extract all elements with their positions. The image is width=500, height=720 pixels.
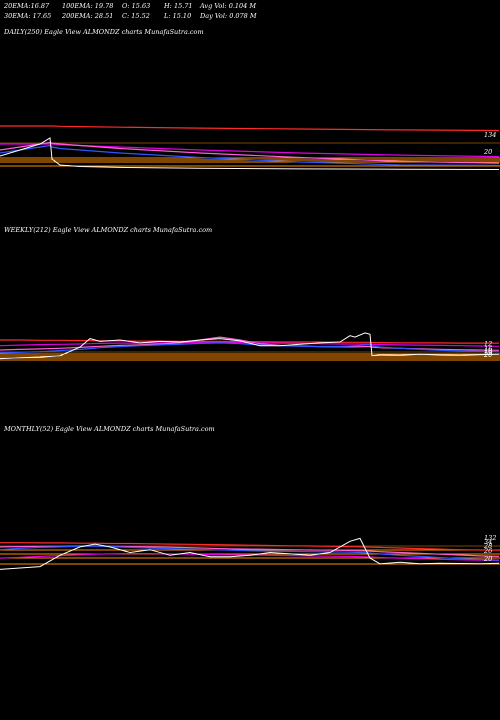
header-row-2: 30EMA: 17.65 bbox=[4, 12, 51, 20]
ema30-value: 17.65 bbox=[32, 12, 52, 20]
day-vol-unit: M bbox=[249, 12, 257, 20]
close: C: 15.52 bbox=[122, 12, 150, 20]
price-line bbox=[0, 332, 500, 360]
level-label: 26 bbox=[483, 547, 492, 555]
daily-panel-title: DAILY(250) Eagle View ALMONDZ charts Mun… bbox=[4, 28, 204, 36]
open-label: O: bbox=[122, 2, 130, 10]
ema100-label: 100EMA: bbox=[62, 2, 93, 10]
weekly-panel-title: WEEKLY(212) Eagle View ALMONDZ charts Mu… bbox=[4, 226, 213, 234]
ema-line-4 bbox=[0, 542, 500, 551]
ema100: 100EMA: 19.78 bbox=[62, 2, 113, 10]
day-vol-value: 0.078 bbox=[229, 12, 248, 20]
daily-chart: 134 20 bbox=[0, 125, 500, 170]
ema-line-4 bbox=[0, 125, 500, 132]
high: H: 15.71 bbox=[164, 2, 193, 10]
ema30-label: 30EMA: bbox=[4, 12, 31, 20]
ema-line-1 bbox=[0, 545, 500, 561]
ema200-value: 28.51 bbox=[94, 12, 114, 20]
header-row-1: 20EMA:16.87 bbox=[4, 2, 49, 10]
level-label: 16 bbox=[484, 345, 492, 353]
monthly-panel-title: MONTHLY(52) Eagle View ALMONDZ charts Mu… bbox=[4, 425, 215, 433]
avg-vol: Avg Vol: 0.104 M bbox=[200, 2, 256, 10]
high-label: H: bbox=[164, 2, 172, 10]
avg-vol-value: 0.104 bbox=[228, 2, 248, 10]
open: O: 15.63 bbox=[122, 2, 150, 10]
ema20-label: 20EMA: bbox=[4, 2, 31, 10]
ema-line-3 bbox=[0, 341, 500, 347]
avg-vol-unit: M bbox=[249, 2, 257, 10]
low-label: L: bbox=[164, 12, 171, 20]
close-label: C: bbox=[122, 12, 130, 20]
ema-line-3 bbox=[0, 553, 500, 561]
price-line bbox=[0, 537, 500, 570]
ema200: 200EMA: 28.51 bbox=[62, 12, 113, 20]
ema100-value: 19.78 bbox=[94, 2, 114, 10]
ema-line-4 bbox=[0, 339, 499, 344]
level-label: 20 bbox=[483, 351, 492, 359]
level-label: 12 bbox=[484, 340, 492, 348]
open-value: 15.63 bbox=[131, 2, 151, 10]
level-label: 18 bbox=[484, 347, 492, 355]
close-value: 15.52 bbox=[131, 12, 150, 20]
day-vol-label: Day Vol: bbox=[200, 12, 228, 20]
level-label: 134 bbox=[484, 131, 496, 139]
ema20-value: 16.87 bbox=[30, 2, 50, 10]
ema200-label: 200EMA: bbox=[62, 12, 93, 20]
avg-vol-label: Avg Vol: bbox=[200, 2, 227, 10]
ema-line-3 bbox=[0, 143, 500, 158]
level-label: 20 bbox=[483, 148, 492, 156]
price-line bbox=[0, 137, 500, 170]
level-label: 20 bbox=[483, 555, 492, 563]
level-label: 132 bbox=[484, 534, 496, 542]
level-label: 28 bbox=[483, 542, 492, 550]
level-label: 19 bbox=[484, 349, 492, 357]
low: L: 15.10 bbox=[164, 12, 191, 20]
low-value: 15.10 bbox=[172, 12, 192, 20]
level-label: 34 bbox=[484, 538, 492, 546]
day-vol: Day Vol: 0.078 M bbox=[200, 12, 257, 20]
ema-line-2 bbox=[0, 141, 500, 164]
high-value: 15.71 bbox=[173, 2, 193, 10]
